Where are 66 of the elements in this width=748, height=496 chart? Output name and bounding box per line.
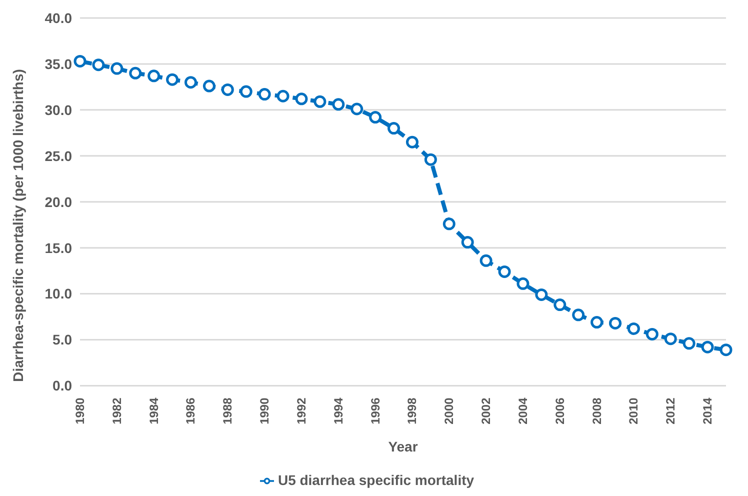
point: [572, 308, 585, 322]
x-tick-label: 1986: [184, 397, 198, 424]
point: [276, 90, 290, 102]
point: [442, 218, 456, 230]
point: [682, 337, 696, 350]
point: [590, 316, 604, 329]
y-tick-label: 25.0: [44, 148, 72, 164]
x-tick-label: 2004: [516, 397, 530, 424]
y-tick-label: 0.0: [52, 378, 72, 394]
point: [664, 332, 677, 346]
point: [498, 265, 511, 278]
x-tick-label: 1984: [146, 397, 161, 424]
y-tick-label: 20.0: [44, 194, 72, 210]
point: [314, 95, 326, 108]
x-tick-label: 2014: [700, 397, 715, 424]
x-tick-label: 2010: [626, 397, 641, 424]
legend-label: U5 diarrhea specific mortality: [278, 472, 474, 488]
y-tick-label: 10.0: [44, 286, 72, 302]
point: [369, 111, 382, 124]
y-axis-title: Diarrhea-specific mortality (per 1000 livebirths): [10, 69, 26, 382]
point: [92, 58, 105, 72]
point: [166, 73, 179, 86]
x-tick-label: 2006: [552, 397, 567, 424]
point: [258, 88, 271, 101]
point: [720, 344, 732, 356]
x-axis-title: Year: [388, 438, 418, 455]
point: [202, 80, 216, 92]
x-tick-label: 1994: [331, 397, 346, 424]
x-tick-label: 2008: [590, 397, 604, 424]
x-tick-label: 2012: [664, 397, 678, 424]
point: [110, 62, 124, 75]
point: [129, 66, 142, 80]
y-tick-label: 35.0: [44, 56, 72, 72]
point: [554, 298, 566, 312]
point: [535, 288, 548, 301]
point: [609, 316, 622, 330]
point: [184, 76, 197, 89]
point: [221, 83, 234, 96]
y-tick-label: 15.0: [44, 240, 72, 256]
point: [240, 85, 252, 98]
point: [646, 328, 658, 340]
x-tick-label: 1996: [368, 397, 382, 424]
point: [148, 70, 160, 82]
point: [350, 102, 364, 116]
x-tick-label: 1988: [220, 397, 235, 424]
y-tick-label: 30.0: [44, 102, 72, 118]
point: [388, 122, 400, 135]
x-tick-label: 1990: [258, 397, 272, 424]
point: [701, 340, 714, 354]
y-tick-label: 5.0: [52, 332, 72, 348]
point: [74, 54, 86, 68]
point: [516, 277, 530, 290]
x-tick-label: 2002: [479, 397, 494, 424]
y-tick-label: 40.0: [44, 10, 72, 26]
x-tick-label: 1998: [405, 397, 420, 424]
x-tick-label: 2000: [442, 397, 456, 424]
point: [424, 153, 437, 166]
point: [627, 322, 640, 335]
point: [406, 136, 418, 148]
x-tick-label: 1980: [73, 397, 87, 424]
point: [332, 98, 345, 111]
x-tick-label: 1982: [110, 397, 124, 424]
point: [461, 236, 474, 249]
point: [295, 92, 308, 106]
x-tick-label: 1992: [294, 397, 308, 424]
point: [480, 254, 492, 267]
